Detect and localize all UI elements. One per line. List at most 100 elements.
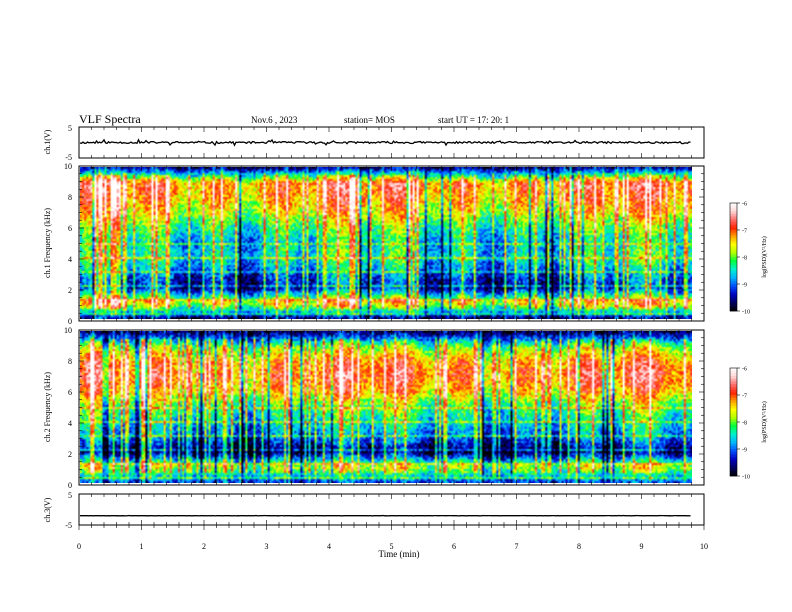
ch3-voltage-ylabel: ch.3(V) — [43, 497, 52, 522]
colorbar-step — [730, 446, 737, 450]
y-tick-label: 8 — [68, 193, 72, 202]
colorbar-step — [730, 403, 737, 407]
y-tick-label: 8 — [68, 357, 72, 366]
x-axis-label: Time (min) — [379, 549, 420, 559]
station-label: station= MOS — [344, 115, 395, 125]
colorbar-step — [730, 216, 737, 220]
ch2-spectrogram-ylabel: ch.2 Frequency (kHz) — [43, 372, 52, 442]
colorbar-tick-label: -8 — [742, 421, 747, 427]
colorbar-tick-label: -10 — [742, 475, 750, 481]
colorbar-step — [730, 230, 737, 233]
colorbar-step — [730, 424, 737, 428]
colorbar-step — [730, 397, 737, 401]
colorbar-step — [730, 251, 737, 255]
colorbar-tick-label: -9 — [742, 283, 747, 289]
colorbar-step — [730, 368, 737, 371]
colorbar-step — [730, 443, 737, 447]
colorbar-step — [730, 473, 737, 477]
colorbar-step — [730, 422, 737, 425]
x-tick-label: 3 — [265, 542, 269, 551]
y-tick-label: 2 — [68, 286, 72, 295]
ch1-spectrogram-ylabel: ch.1 Frequency (kHz) — [43, 208, 52, 278]
colorbar-step — [730, 213, 737, 217]
colorbar-tick-label: -9 — [742, 448, 747, 454]
x-tick-label: 5 — [390, 542, 394, 551]
colorbar-step — [730, 289, 737, 293]
x-tick-label: 9 — [640, 542, 644, 551]
ch1-spectrogram-panel: 0 2 4 6 8 10 ch.1 Frequency (kHz) — [43, 162, 705, 326]
colorbar-tick-label: -6 — [742, 202, 747, 208]
ch1-ytick-bottom: -5 — [65, 153, 72, 162]
colorbar-step — [730, 292, 737, 296]
colorbar-step — [730, 413, 737, 417]
y-tick-label: 6 — [68, 388, 72, 397]
colorbar-tick-label: -7 — [742, 394, 747, 400]
ch1-colorbar: -6 -7 -8 -9 -10 log(PSD)(V²/Hz) — [729, 202, 768, 316]
y-tick-label: 2 — [68, 450, 72, 459]
colorbar-step — [730, 451, 737, 455]
colorbar-step — [730, 419, 737, 423]
colorbar-step — [730, 243, 737, 247]
colorbar-step — [730, 254, 737, 258]
ch1-colorbar-scale — [730, 203, 737, 312]
colorbar-step — [730, 416, 737, 420]
ch1-colorbar-label: log(PSD)(V²/Hz) — [761, 236, 768, 277]
colorbar-tick-label: -6 — [742, 367, 747, 373]
colorbar-step — [730, 440, 737, 444]
ch1-colorbar-ticks: -6 -7 -8 -9 -10 — [737, 202, 750, 316]
colorbar-step — [730, 270, 737, 274]
ch1-spectrogram-image — [80, 167, 692, 319]
colorbar-step — [730, 389, 737, 393]
colorbar-step — [730, 238, 737, 242]
x-tick-label: 1 — [140, 542, 144, 551]
colorbar-step — [730, 467, 737, 471]
colorbar-step — [730, 408, 737, 412]
ch3-voltage-panel: 5 -5 ch.3(V) — [43, 491, 705, 530]
x-tick-label: 10 — [700, 542, 708, 551]
colorbar-step — [730, 386, 737, 390]
date-label: Nov.6 , 2023 — [251, 115, 298, 125]
colorbar-step — [730, 465, 737, 469]
colorbar-step — [730, 378, 737, 382]
ch3-ytick-top: 5 — [68, 491, 72, 500]
ch1-yticks: 0 2 4 6 8 10 — [64, 162, 704, 326]
colorbar-step — [730, 308, 737, 312]
y-tick-label: 10 — [64, 162, 72, 171]
colorbar-step — [730, 275, 737, 279]
colorbar-step — [730, 376, 737, 380]
colorbar-step — [730, 262, 737, 266]
colorbar-step — [730, 284, 737, 287]
colorbar-step — [730, 302, 737, 306]
colorbar-step — [730, 427, 737, 431]
colorbar-step — [730, 273, 737, 277]
colorbar-step — [730, 297, 737, 301]
ch2-colorbar-label: log(PSD)(V²/Hz) — [761, 401, 768, 442]
y-tick-label: 4 — [68, 419, 72, 428]
colorbar-step — [730, 411, 737, 415]
x-tick-label: 8 — [577, 542, 581, 551]
colorbar-step — [730, 205, 737, 209]
colorbar-step — [730, 449, 737, 452]
colorbar-step — [730, 219, 737, 223]
colorbar-step — [730, 432, 737, 436]
colorbar-step — [730, 248, 737, 252]
colorbar-step — [730, 259, 737, 263]
ch2-spectrogram-panel: 0 2 4 6 8 10 ch.2 Frequency (kHz) — [43, 326, 705, 490]
colorbar-step — [730, 373, 737, 377]
colorbar-step — [730, 265, 737, 269]
colorbar-step — [730, 221, 737, 225]
colorbar-step — [730, 400, 737, 404]
colorbar-step — [730, 381, 737, 385]
ch2-colorbar-scale — [730, 368, 737, 477]
ch2-colorbar-ticks: -6 -7 -8 -9 -10 — [737, 367, 750, 481]
colorbar-step — [730, 208, 737, 212]
colorbar-step — [730, 235, 737, 239]
colorbar-step — [730, 294, 737, 298]
x-tick-label: 6 — [452, 542, 456, 551]
y-tick-label: 4 — [68, 255, 72, 264]
x-tick-label: 0 — [77, 542, 81, 551]
colorbar-step — [730, 281, 737, 285]
ch3-ytick-bottom: -5 — [65, 521, 72, 530]
colorbar-step — [730, 286, 737, 290]
